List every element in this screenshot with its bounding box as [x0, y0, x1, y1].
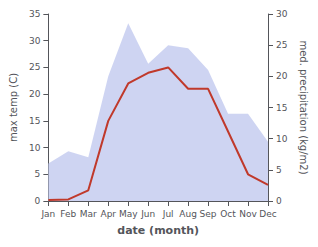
svg-text:Sep: Sep [200, 209, 217, 219]
svg-text:10: 10 [276, 134, 288, 144]
svg-text:25: 25 [276, 40, 287, 50]
svg-text:15: 15 [276, 103, 287, 113]
svg-text:30: 30 [276, 9, 288, 19]
svg-text:Feb: Feb [60, 209, 76, 219]
svg-text:20: 20 [29, 89, 41, 99]
svg-text:Jun: Jun [140, 209, 155, 219]
svg-text:Dec: Dec [259, 209, 276, 219]
svg-text:5: 5 [35, 169, 41, 179]
svg-text:0: 0 [35, 196, 41, 206]
svg-text:May: May [119, 209, 138, 219]
svg-text:med. precipitation (kg/m2): med. precipitation (kg/m2) [298, 40, 309, 174]
svg-text:Jul: Jul [162, 209, 174, 219]
svg-text:20: 20 [276, 71, 288, 81]
svg-text:max temp (C): max temp (C) [8, 73, 19, 142]
svg-text:Aug: Aug [179, 209, 197, 219]
svg-text:35: 35 [29, 9, 40, 19]
svg-text:Apr: Apr [100, 209, 116, 219]
svg-text:5: 5 [276, 165, 282, 175]
svg-text:15: 15 [29, 116, 40, 126]
svg-text:Nov: Nov [239, 209, 257, 219]
svg-text:date (month): date (month) [117, 224, 199, 237]
svg-text:0: 0 [276, 196, 282, 206]
svg-text:Jan: Jan [40, 209, 55, 219]
svg-text:25: 25 [29, 62, 40, 72]
svg-text:10: 10 [29, 143, 41, 153]
svg-text:30: 30 [29, 36, 41, 46]
svg-text:Mar: Mar [80, 209, 97, 219]
svg-text:Oct: Oct [220, 209, 236, 219]
